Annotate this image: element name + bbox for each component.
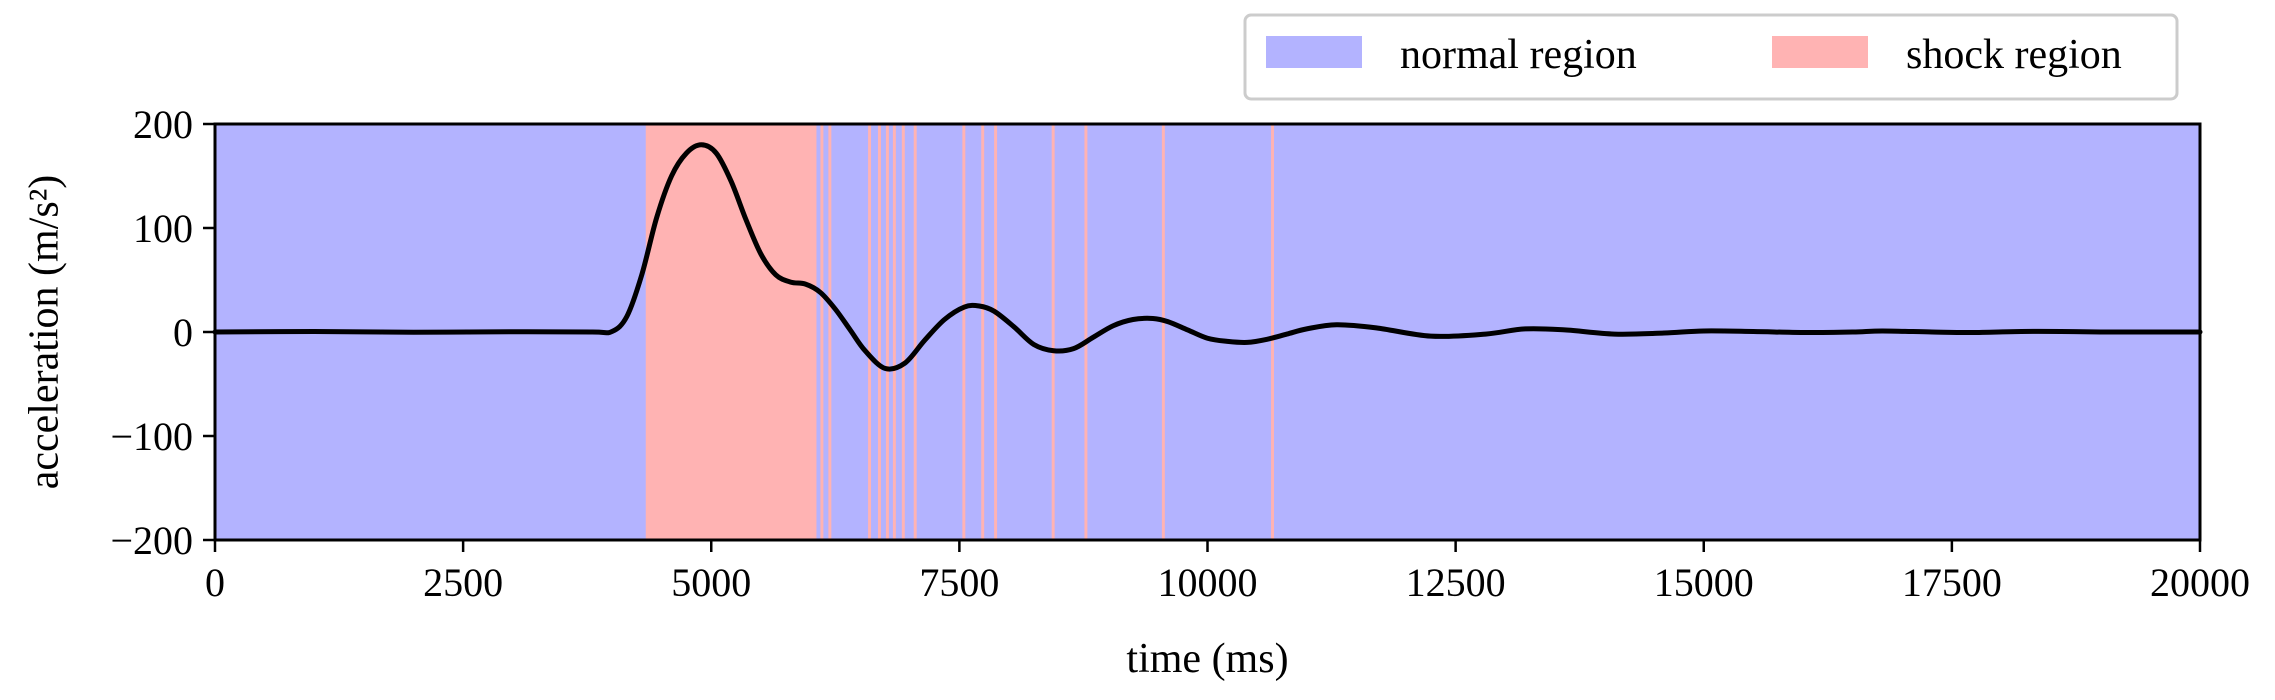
legend-swatch-normal [1266,36,1362,68]
x-tick-label: 5000 [671,560,751,605]
x-tick-label: 17500 [1902,560,2002,605]
acceleration-series-line [212,142,2203,372]
shock-region-band [877,124,881,540]
shock-region-band [1084,124,1088,540]
shock-region-band [828,124,832,540]
shock-region-band [1161,124,1165,540]
legend: normal region shock region [1243,13,2179,101]
y-tick-label: 0 [173,310,193,355]
shock-region-band [981,124,985,540]
legend-box [1243,13,2179,101]
x-tick-label: 12500 [1406,560,1506,605]
x-tick-label: 2500 [423,560,503,605]
shock-region-band [901,124,905,540]
shock-region-band [820,124,824,540]
shock-region-band [645,124,817,540]
y-tick-label: −200 [110,518,193,563]
x-tick-label: 20000 [2150,560,2250,605]
axis-ticks: 0 2500 5000 7500 10000 12500 15000 17500 20000 20… [110,102,2250,605]
x-tick-label: 15000 [1654,560,1754,605]
shock-region-band [885,124,889,540]
y-tick-label: 100 [133,206,193,251]
y-tick-label: 200 [133,102,193,147]
legend-label-shock: shock region [1906,32,2122,78]
shock-region-band [1051,124,1055,540]
x-axis-label: time (ms) [1126,636,1288,682]
legend-swatch-shock [1772,36,1868,68]
shock-region-band [868,124,872,540]
legend-label-normal: normal region [1400,32,1637,78]
shock-region-band [913,124,917,540]
shock-region-band [1271,124,1274,540]
series-layer [212,142,2203,372]
y-axis-label: acceleration (m/s²) [22,175,68,490]
x-tick-label: 7500 [919,560,999,605]
shock-region-band [892,124,896,540]
x-tick-label: 0 [205,560,225,605]
y-tick-label: −100 [110,414,193,459]
shock-region-band [962,124,966,540]
shock-region-band [994,124,998,540]
x-tick-label: 10000 [1158,560,1258,605]
